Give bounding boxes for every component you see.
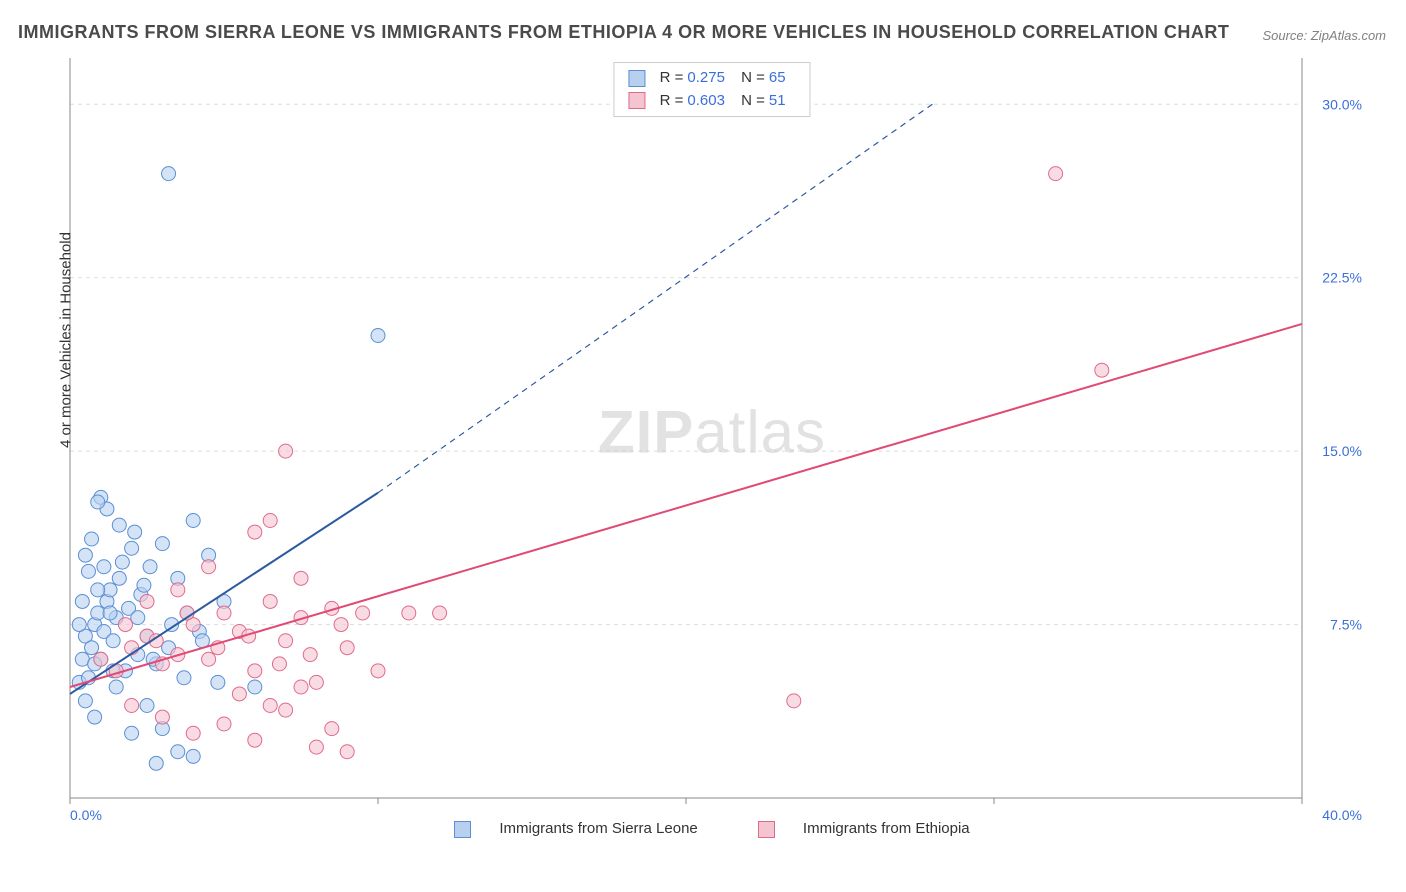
chart-area: 7.5%15.0%22.5%30.0%0.0%40.0% 4 or more V… (52, 58, 1372, 838)
chart-title: IMMIGRANTS FROM SIERRA LEONE VS IMMIGRAN… (18, 22, 1229, 43)
svg-text:7.5%: 7.5% (1330, 617, 1362, 633)
stats-row-series-1: R =0.275 N =65 (628, 67, 795, 90)
x-axis-legend: Immigrants from Sierra Leone Immigrants … (52, 820, 1372, 838)
scatter-chart-svg: 7.5%15.0%22.5%30.0%0.0%40.0% (52, 58, 1372, 838)
svg-text:30.0%: 30.0% (1322, 96, 1362, 112)
swatch-legend-1 (454, 821, 471, 838)
y-axis-label: 4 or more Vehicles in Household (58, 232, 75, 448)
svg-text:22.5%: 22.5% (1322, 270, 1362, 286)
legend-item-1: Immigrants from Sierra Leone (440, 820, 716, 837)
swatch-series-1 (628, 70, 645, 87)
svg-text:15.0%: 15.0% (1322, 443, 1362, 459)
stats-row-series-2: R =0.603 N =51 (628, 90, 795, 113)
swatch-legend-2 (758, 821, 775, 838)
legend-item-2: Immigrants from Ethiopia (744, 820, 984, 837)
source-attribution: Source: ZipAtlas.com (1262, 28, 1386, 43)
swatch-series-2 (628, 92, 645, 109)
stats-legend-box: R =0.275 N =65 R =0.603 N =51 (613, 62, 810, 117)
